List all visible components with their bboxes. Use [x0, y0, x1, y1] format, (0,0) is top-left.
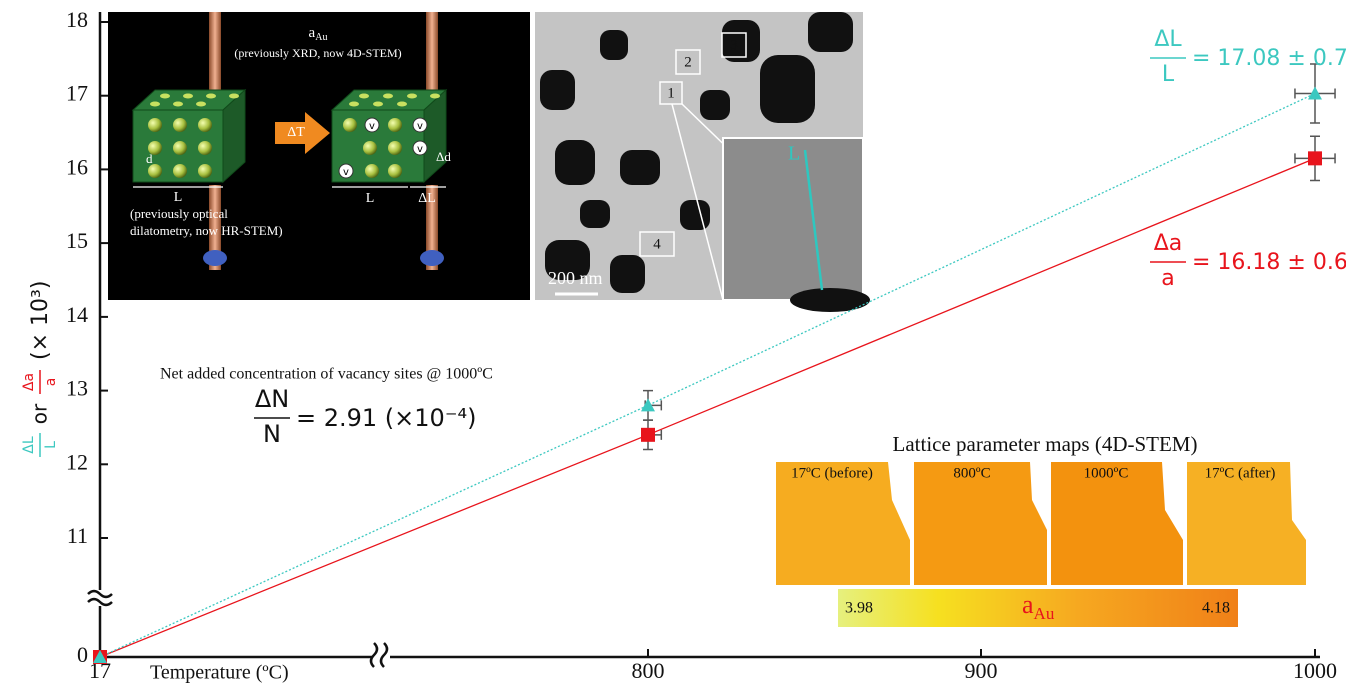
x-tick-label: 800 [632, 658, 665, 683]
y-axis-label: ΔL L or Δa a (× 10³) [21, 281, 59, 457]
panel-label: 17ºC (after) [1205, 465, 1276, 481]
vacancy-label: v [343, 167, 349, 178]
micrograph-inset: 1 2 3 4 L 200 nm [535, 12, 870, 312]
annotation-numerator: ΔN [255, 385, 289, 413]
marker [641, 398, 655, 412]
fit-line [99, 92, 1316, 658]
note-bottom: (previously optical [130, 206, 228, 221]
y-tick-label: 16 [66, 154, 88, 179]
y-label-part: a [43, 378, 59, 387]
annotation-numerator: ΔL [1154, 27, 1182, 52]
vacancy-label: v [417, 121, 423, 132]
annotation: Net added concentration of vacancy sites… [160, 366, 493, 448]
annotation: ΔL L = 17.08 ± 0.79 [1150, 27, 1346, 87]
maps-title: Lattice parameter maps (4D-STEM) [893, 432, 1198, 456]
y-label-part: ΔL [21, 436, 37, 454]
colorbar-tick: 3.98 [845, 600, 873, 617]
annotation-denominator: a [1161, 266, 1174, 291]
annotation-numerator: Δa [1154, 231, 1183, 256]
axes [87, 12, 1320, 668]
panel-label: 1000ºC [1084, 465, 1129, 481]
l-label: L [366, 191, 375, 206]
axis-break [369, 642, 389, 668]
x-axis-label: Temperature (ºC) [150, 662, 289, 684]
marker [641, 427, 655, 442]
marker [1308, 151, 1322, 166]
delta-d-label: Δd [436, 149, 451, 164]
vacancy-label: v [417, 144, 423, 155]
y-tick-label: 13 [66, 376, 88, 401]
box-label: 1 [667, 85, 675, 101]
x-tick-label: 900 [965, 658, 998, 683]
box-label: 4 [653, 236, 661, 252]
zoom-label: L [788, 143, 800, 165]
box-label: 3 [730, 37, 738, 53]
y-tick-label: 15 [66, 228, 88, 253]
d-label: d [146, 151, 153, 166]
scale-bar: 200 nm [548, 268, 603, 288]
y-tick-label: 0 [77, 642, 88, 667]
annotation-denominator: L [1162, 62, 1175, 87]
l-label: L [174, 190, 183, 205]
vacancy-label: v [369, 121, 375, 132]
delta-t: ΔT [287, 125, 305, 140]
schematic-inset: v v v v ΔT d Δd L L ΔL aAu (previously X… [108, 12, 530, 300]
y-tick-label: 11 [67, 523, 88, 548]
y-tick-label: 14 [66, 302, 88, 327]
marker [93, 650, 107, 663]
delta-l-label: ΔL [418, 191, 436, 206]
note-bottom: dilatometry, now HR-STEM) [130, 223, 283, 238]
y-tick-label: 17 [66, 81, 88, 106]
annotation-text: = 17.08 ± 0.79 [1192, 46, 1346, 71]
box-label: 2 [684, 54, 692, 70]
y-label-part: Δa [21, 373, 37, 391]
colorbar [838, 589, 1238, 627]
a-subscript: Au [1034, 604, 1055, 623]
a-symbol: a [1022, 590, 1034, 619]
annotation: Δa a = 16.18 ± 0.66 [1150, 231, 1346, 291]
annotation-text: = 2.91 (×10⁻⁴) [296, 404, 476, 432]
y-label-part: L [43, 441, 59, 449]
axis-break [87, 589, 113, 607]
note-top: (previously XRD, now 4D-STEM) [234, 46, 401, 60]
annotation-caption: Net added concentration of vacancy sites… [160, 366, 493, 383]
y-label-part: or [28, 403, 52, 424]
a-symbol: a [309, 25, 316, 41]
marker [1308, 86, 1322, 100]
y-tick-label: 18 [66, 7, 88, 32]
a-au-label: aAu [309, 25, 328, 43]
panel-label: 800ºC [953, 465, 990, 481]
a-subscript: Au [315, 32, 327, 43]
colorbar-label: aAu [1022, 590, 1055, 623]
annotation-text: = 16.18 ± 0.66 [1192, 250, 1346, 275]
y-label-part: (× 10³) [28, 281, 53, 360]
panel-label: 17ºC (before) [791, 465, 873, 481]
x-tick-label: 1000 [1293, 658, 1337, 683]
lattice-maps: Lattice parameter maps (4D-STEM) 17ºC (b… [776, 432, 1306, 627]
colorbar-tick: 4.18 [1202, 600, 1230, 617]
y-tick-label: 12 [66, 449, 88, 474]
x-tick-label: 17 [89, 658, 111, 683]
annotation-denominator: N [263, 420, 281, 448]
